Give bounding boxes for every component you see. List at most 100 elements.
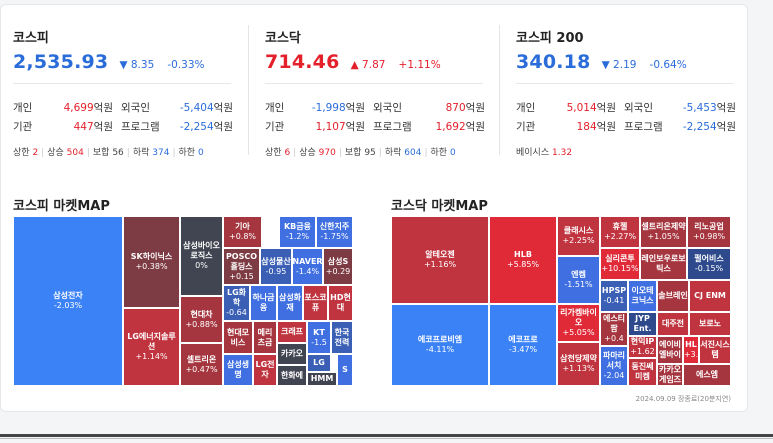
- treemap-cell[interactable]: 에코프로 -3.47%: [489, 304, 557, 386]
- treemap-cell[interactable]: 메리츠금: [253, 321, 277, 354]
- treemap-cell[interactable]: S: [337, 354, 353, 386]
- index-kosdaq[interactable]: 코스닥 714.46 ▲ 7.87 +1.11% 개인 -1,998억원 외국인…: [265, 5, 495, 165]
- stat-label: 상한: [265, 148, 282, 158]
- investor-value: 870억원: [446, 100, 485, 115]
- treemap-cell[interactable]: 에스엠: [683, 364, 731, 386]
- treemap-cell[interactable]: 레인보우로보틱스: [640, 248, 687, 280]
- unit: 억원: [93, 102, 113, 114]
- unit: 억원: [716, 102, 736, 114]
- treemap-cell[interactable]: 실리콘투 +10.15%: [600, 248, 640, 280]
- cell-change: -0.64: [226, 308, 247, 317]
- unit: 억원: [596, 102, 616, 114]
- treemap-cell[interactable]: 에스티팜 +0.4: [600, 312, 628, 346]
- treemap-cell[interactable]: 셀트리온제약 +1.05%: [640, 216, 687, 248]
- cell-name: 알테오젠: [425, 250, 455, 259]
- treemap-cell[interactable]: 대주전: [657, 312, 689, 336]
- cell-name: NAVER: [292, 256, 323, 266]
- treemap-cell[interactable]: 삼성물산 -0.95: [260, 248, 292, 285]
- cell-change: +5.05%: [562, 328, 595, 337]
- treemap-cell[interactable]: 삼성전자 -2.03%: [13, 216, 123, 386]
- treemap-cell[interactable]: LG전자: [253, 354, 277, 386]
- treemap-cell[interactable]: 한화에: [277, 365, 307, 386]
- amount: -1,998: [311, 102, 346, 114]
- treemap-cell[interactable]: 리노공업 +0.98%: [687, 216, 731, 248]
- treemap-cell[interactable]: KT -1.5: [307, 321, 331, 354]
- unit: 억원: [465, 102, 485, 114]
- treemap-cell[interactable]: 크래프: [277, 321, 307, 343]
- cell-change: +0.8%: [228, 232, 257, 241]
- cell-name: 이오테크닉스: [631, 286, 654, 305]
- stat-label: 하한: [430, 148, 448, 158]
- treemap-cell[interactable]: 휴젤 +2.27%: [600, 216, 640, 248]
- treemap-cell[interactable]: 삼성바이오로직스 0%: [180, 216, 223, 296]
- treemap-cell[interactable]: 동진쎄미켐: [628, 358, 657, 386]
- index-kospi[interactable]: 코스피 2,535.93 ▼ 8.35 -0.33% 개인 4,699억원 외국…: [13, 5, 243, 165]
- cell-name: 보로노: [698, 319, 722, 328]
- investor-value: -1,998억원: [312, 100, 365, 115]
- cell-change: -0.15%: [694, 264, 724, 273]
- treemap-cell[interactable]: 현대차 +0.88%: [180, 296, 223, 343]
- treemap-cell[interactable]: 펄어비스 -0.15%: [687, 248, 731, 280]
- stat-label: 상승: [47, 148, 64, 158]
- treemap-cell[interactable]: 현익IP +1.62: [628, 336, 657, 358]
- treemap-cell[interactable]: 엔켐 -1.51%: [557, 256, 600, 304]
- treemap-cell[interactable]: HLB +5.85%: [489, 216, 557, 304]
- treemap-cell[interactable]: 알테오젠 +1.16%: [391, 216, 489, 304]
- treemap-cell[interactable]: 보로노: [689, 312, 731, 336]
- treemap-cell[interactable]: 카카오: [277, 343, 307, 365]
- change-value: 8.35: [130, 59, 155, 71]
- treemap-cell[interactable]: 신한지주 -1.75%: [316, 216, 353, 248]
- treemap-cell[interactable]: 에코프로비엠 -4.11%: [391, 304, 489, 386]
- treemap-cell[interactable]: 삼천당제약 +1.13%: [557, 342, 600, 386]
- treemap-cell[interactable]: HD현대: [328, 285, 353, 321]
- investor-label: 개인: [13, 102, 33, 114]
- index-change: ▼ 8.35: [119, 59, 154, 71]
- treemap-cell[interactable]: NAVER -1.4%: [292, 248, 323, 285]
- treemap-cell[interactable]: LG화학 -0.64: [223, 285, 250, 321]
- treemap-cell[interactable]: 클래시스 +2.25%: [557, 216, 600, 256]
- cell-change: 0%: [195, 261, 208, 270]
- treemap-cell[interactable]: JYP Ent.: [628, 312, 657, 336]
- treemap-cell[interactable]: HL +3.: [683, 336, 699, 364]
- treemap-cell[interactable]: CJ ENM: [689, 280, 731, 312]
- treemap-cell[interactable]: 포스코퓨: [303, 285, 328, 321]
- treemap-cell[interactable]: 삼성화재: [277, 285, 303, 321]
- treemap-cell[interactable]: SK하이닉스 +0.38%: [123, 216, 180, 308]
- treemap-cell[interactable]: 기아 +0.8%: [223, 216, 262, 248]
- investor-label: 기관: [13, 121, 33, 133]
- treemap-cell[interactable]: 현대모비스: [223, 321, 253, 354]
- advance-decline-stats: 상한 2 | 상승 504 | 보합 56 | 하락 374 | 하한 0: [13, 148, 204, 158]
- treemap-cell[interactable]: LG에너지솔루션 +1.14%: [123, 308, 180, 386]
- treemap-cell[interactable]: 솔브레인: [657, 280, 689, 312]
- treemap-cell[interactable]: 셀트리온 +0.47%: [180, 343, 223, 386]
- divider: [516, 83, 734, 84]
- treemap-cell[interactable]: 서진시스템: [699, 336, 731, 364]
- cell-name: 엔켐: [571, 270, 586, 279]
- treemap-cell[interactable]: 에이비엘바이: [657, 336, 683, 364]
- amount: 184: [576, 121, 597, 133]
- update-time: 2024.09.09 장종료(20분지연): [635, 395, 731, 403]
- page-divider: [0, 438, 773, 439]
- cell-name: 실리콘투: [605, 254, 635, 263]
- treemap-cell[interactable]: 카카오게임즈: [657, 364, 683, 386]
- treemap-cell[interactable]: 하나금융: [250, 285, 277, 321]
- treemap-cell[interactable]: LG: [307, 354, 331, 372]
- treemap-cell[interactable]: 한국전력: [331, 321, 353, 354]
- treemap-cell[interactable]: 파마리서치 -2.04: [600, 346, 628, 386]
- cell-name: 신한지주: [319, 222, 350, 231]
- stat-label: 보합: [92, 148, 110, 158]
- treemap-cell[interactable]: 삼성생명: [223, 354, 253, 386]
- treemap-cell[interactable]: 삼성S +0.29: [323, 248, 353, 285]
- treemap-cell[interactable]: POSCO홀딩스 +0.15: [223, 248, 260, 285]
- treemap-cell[interactable]: 이오테크닉스: [628, 280, 657, 312]
- column-divider: [499, 25, 500, 155]
- cell-name: 솔브레인: [658, 291, 688, 300]
- treemap-cell[interactable]: KB금융 -1.2%: [279, 216, 316, 248]
- treemap-cell[interactable]: HPSP -0.41: [600, 280, 628, 312]
- treemap-cell[interactable]: HMM: [307, 372, 337, 386]
- cell-change: -1.4%: [295, 266, 320, 276]
- index-pct: -0.64%: [649, 59, 687, 71]
- treemap-cell[interactable]: 리가켐바이오 +5.05%: [557, 304, 600, 342]
- index-kospi200[interactable]: 코스피 200 340.18 ▼ 2.19 -0.64% 개인 5,014억원 …: [516, 5, 746, 165]
- cell-change: -1.51%: [564, 280, 593, 289]
